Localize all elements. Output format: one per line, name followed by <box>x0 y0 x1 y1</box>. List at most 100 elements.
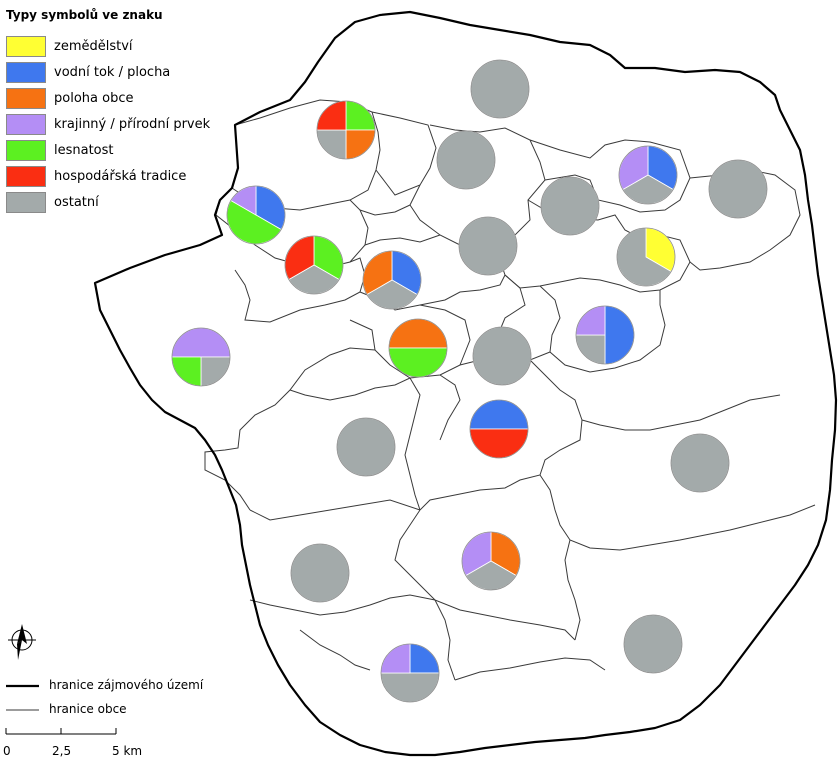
municipality-boundary <box>364 234 441 246</box>
pie-southwest-1 <box>336 417 396 477</box>
municipality-boundary <box>371 111 437 196</box>
legend-label: hospodářská tradice <box>54 168 187 184</box>
pie-outline <box>708 159 768 219</box>
pie-slice <box>575 305 606 336</box>
pie-center-north <box>540 176 600 236</box>
municipality-boundary <box>249 499 421 521</box>
pie-outline <box>575 305 635 365</box>
pie-far-west <box>171 327 231 387</box>
legend-item-other: ostatní <box>6 189 236 215</box>
scale-label-end: 5 km <box>112 744 143 758</box>
pie-outline <box>171 327 231 387</box>
legend-swatch <box>6 139 46 161</box>
pie-center-1 <box>458 216 518 276</box>
pie-outline <box>618 145 678 205</box>
legend-item-economy: hospodářská tradice <box>6 163 236 189</box>
legend-label: poloha obce <box>54 90 134 106</box>
municipality-boundary <box>454 657 606 681</box>
municipality-boundary <box>439 374 461 441</box>
scale-bar <box>5 728 117 735</box>
legend-item-forest: lesnatost <box>6 137 236 163</box>
pie-slice <box>316 129 347 160</box>
legend-swatch <box>6 191 46 213</box>
municipality-boundary <box>289 377 411 401</box>
pie-outline <box>623 614 683 674</box>
study-area-boundary <box>93 10 838 757</box>
legend-label: krajinný / přírodní prvek <box>54 116 211 132</box>
pie-slice <box>604 305 635 365</box>
municipality-boundary <box>409 124 546 251</box>
pie-slice <box>345 129 376 160</box>
pie-outline <box>469 399 529 459</box>
legend-swatch <box>6 165 46 187</box>
pie-outline <box>388 318 448 378</box>
municipality-boundary <box>249 594 576 641</box>
pie-outline <box>290 543 350 603</box>
municipality-boundary <box>499 199 691 293</box>
scale-label-mid: 2,5 <box>52 744 72 758</box>
pie-outline <box>670 433 730 493</box>
pie-outline <box>284 235 344 295</box>
pie-center-3 <box>388 318 448 378</box>
legend-study-area: hranice zájmového území <box>6 678 203 692</box>
municipality-boundary <box>434 599 456 681</box>
pie-northwest-quad <box>316 100 376 160</box>
pie-outline <box>461 531 521 591</box>
pie-north-central <box>470 59 530 119</box>
pie-slice <box>388 318 448 349</box>
pie-slice <box>469 399 529 430</box>
pie-slice <box>316 100 347 131</box>
municipality-boundary <box>231 99 381 211</box>
municipality-boundary <box>359 204 411 216</box>
legend-label: zemědělství <box>54 38 133 54</box>
pie-outline <box>436 130 496 190</box>
legend-swatch <box>6 35 46 57</box>
municipality-boundary <box>299 629 371 671</box>
pie-west-2 <box>284 235 344 295</box>
pie-center-2 <box>362 250 422 310</box>
pie-slice <box>345 100 376 131</box>
pie-outline <box>540 176 600 236</box>
pie-outline <box>336 417 396 477</box>
pie-outline <box>226 185 286 245</box>
north-arrow-tail <box>17 640 22 660</box>
municipality-boundary <box>394 509 436 601</box>
pie-south <box>380 643 440 703</box>
pie-slice <box>469 428 529 459</box>
municipality-boundary <box>419 304 471 366</box>
municipality-boundary <box>204 347 376 511</box>
pie-slice <box>380 643 411 674</box>
municipality-boundary <box>539 474 816 551</box>
pie-slice <box>171 356 202 387</box>
legend-municipality: hranice obce <box>6 702 127 716</box>
north-arrow <box>8 624 36 660</box>
pie-east-3 <box>670 433 730 493</box>
pie-slice <box>575 334 606 365</box>
municipality-boundary <box>419 359 583 511</box>
legend-study-area-label: hranice zájmového území <box>49 678 204 692</box>
pie-outline <box>472 326 532 386</box>
pie-center-4 <box>472 326 532 386</box>
legend-label: vodní tok / plocha <box>54 64 171 80</box>
municipality-boundary <box>404 377 421 511</box>
legend-swatch <box>6 61 46 83</box>
pie-symbols <box>171 59 768 703</box>
legend-label: lesnatost <box>54 142 114 158</box>
scale-label-0: 0 <box>3 744 11 758</box>
pie-northeast-1 <box>618 145 678 205</box>
legend-item-landscape: krajinný / přírodní prvek <box>6 111 236 137</box>
pie-slice <box>380 672 440 703</box>
pie-outline <box>380 643 440 703</box>
pie-slice <box>388 347 448 378</box>
pie-slice <box>409 643 440 674</box>
legend: Typy symbolů ve znaku zemědělství vodní … <box>6 8 236 215</box>
north-arrow-needle <box>17 624 27 644</box>
pie-slice <box>171 327 231 358</box>
pie-slice <box>200 356 231 387</box>
legend-title: Typy symbolů ve znaku <box>6 8 163 22</box>
pie-east-1 <box>708 159 768 219</box>
pie-southeast <box>623 614 683 674</box>
pie-outline <box>316 100 376 160</box>
pie-outline <box>362 250 422 310</box>
